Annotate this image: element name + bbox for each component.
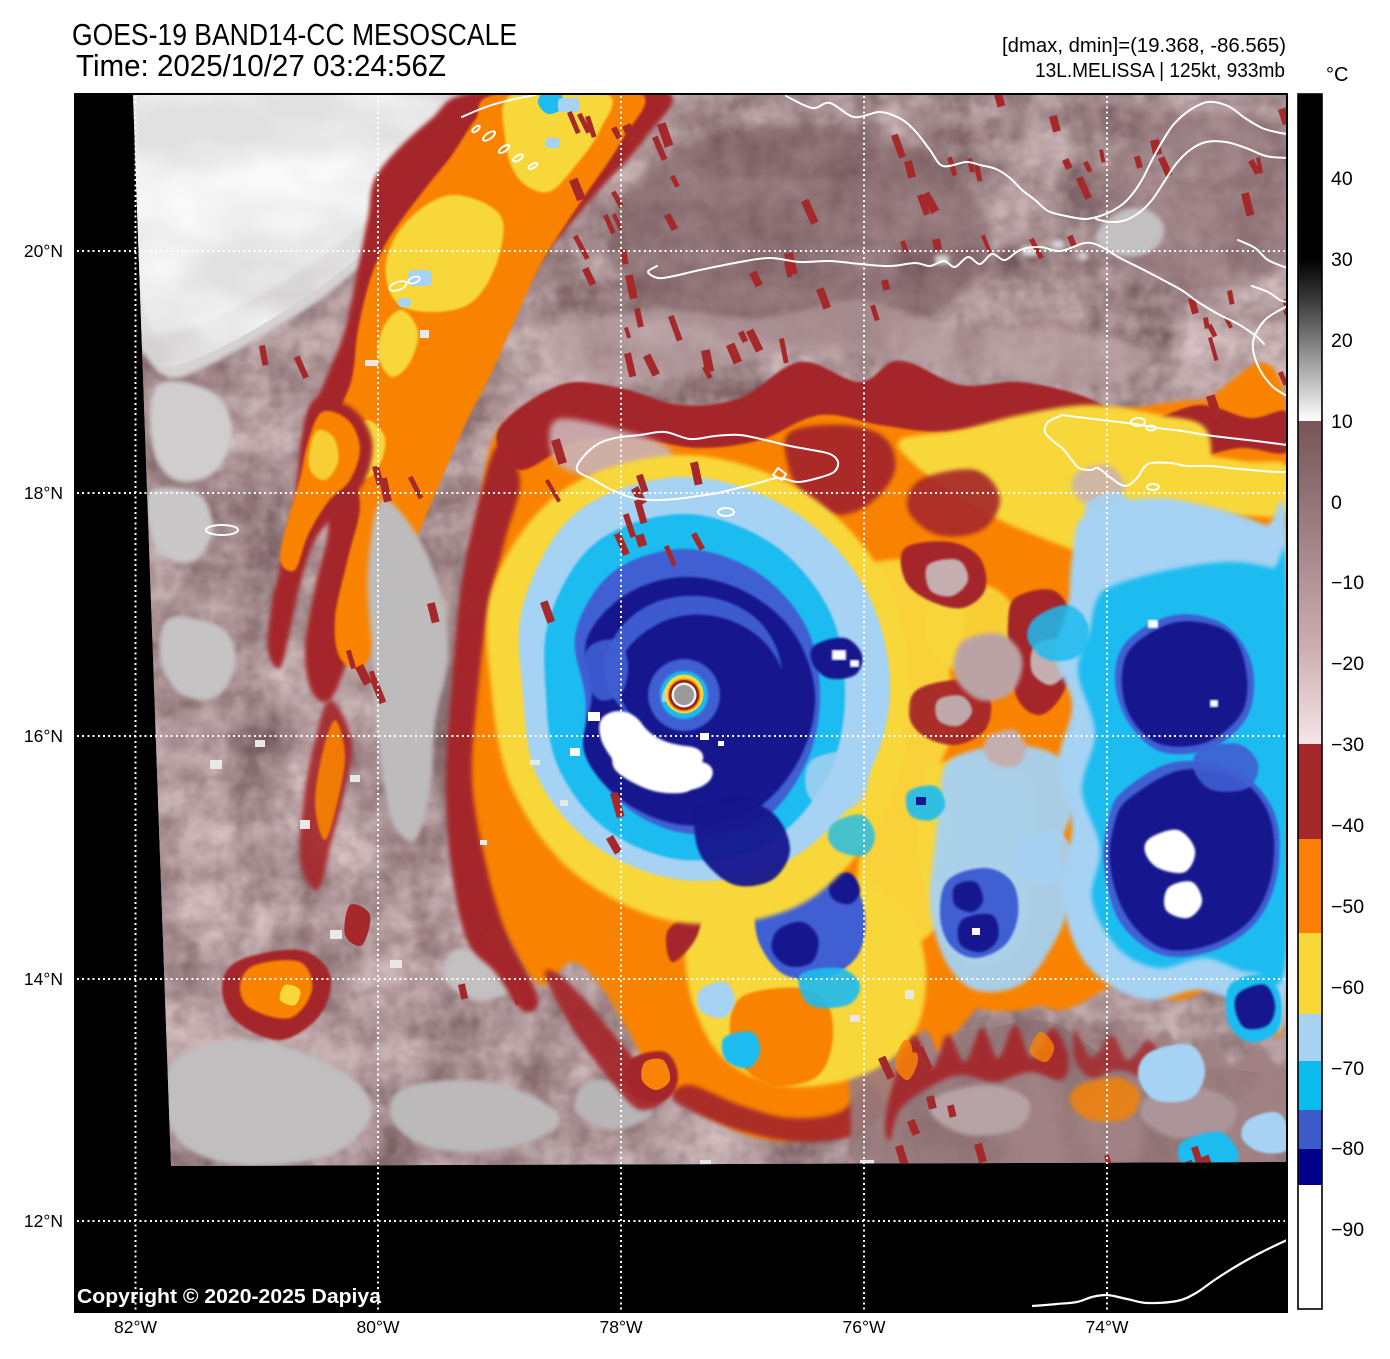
svg-text:30: 30 [1331,249,1353,271]
svg-text:20: 20 [1331,330,1353,352]
svg-text:Copyright © 2020-2025 Dapiya: Copyright © 2020-2025 Dapiya [77,1286,382,1308]
svg-text:−70: −70 [1331,1058,1364,1080]
svg-text:76°W: 76°W [843,1317,886,1337]
svg-text:−80: −80 [1331,1138,1364,1160]
svg-text:14°N: 14°N [24,969,63,989]
svg-text:18°N: 18°N [24,483,63,503]
svg-text:10: 10 [1331,411,1353,433]
svg-text:16°N: 16°N [24,726,63,746]
svg-text:82°W: 82°W [114,1317,157,1337]
svg-text:−90: −90 [1331,1219,1364,1241]
svg-text:80°W: 80°W [357,1317,400,1337]
svg-text:GOES-19 BAND14-CC MESOSCALE: GOES-19 BAND14-CC MESOSCALE [72,17,517,52]
svg-text:40: 40 [1331,168,1353,190]
svg-text:78°W: 78°W [600,1317,643,1337]
svg-text:20°N: 20°N [24,241,63,261]
svg-text:13L.MELISSA | 125kt, 933mb: 13L.MELISSA | 125kt, 933mb [1035,60,1285,82]
svg-text:−10: −10 [1331,572,1364,594]
svg-text:−30: −30 [1331,734,1364,756]
svg-text:Time: 2025/10/27 03:24:56Z: Time: 2025/10/27 03:24:56Z [76,48,446,83]
svg-text:−50: −50 [1331,896,1364,918]
svg-text:−60: −60 [1331,977,1364,999]
svg-text:°C: °C [1326,64,1348,86]
svg-text:−40: −40 [1331,815,1364,837]
svg-text:12°N: 12°N [24,1211,63,1231]
svg-text:−20: −20 [1331,653,1364,675]
svg-text:[dmax, dmin]=(19.368, -86.565): [dmax, dmin]=(19.368, -86.565) [1002,35,1286,57]
svg-text:0: 0 [1331,492,1342,514]
svg-text:74°W: 74°W [1086,1317,1129,1337]
